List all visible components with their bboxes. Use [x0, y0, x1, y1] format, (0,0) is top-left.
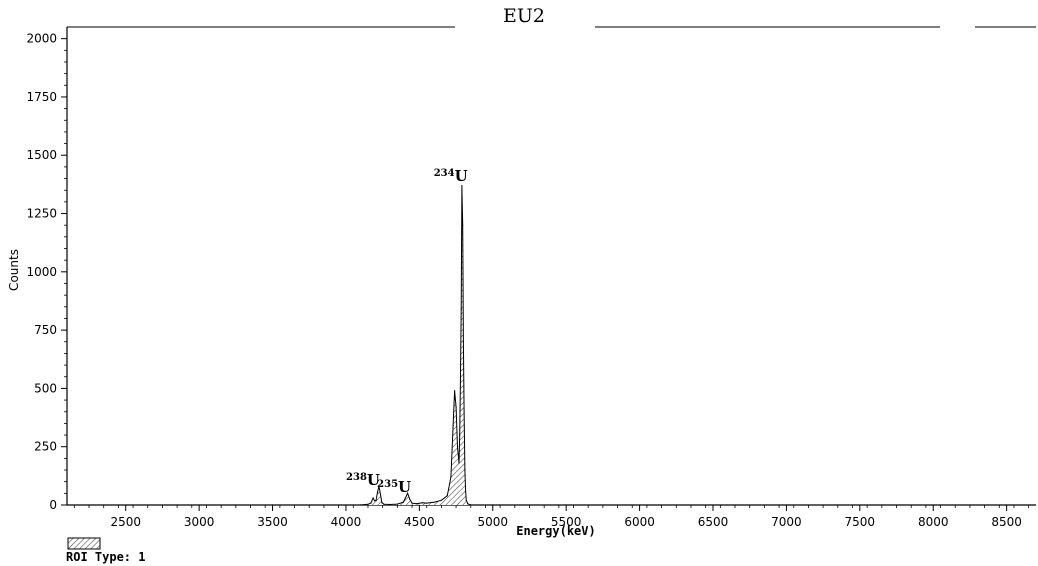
x-tick-label: 8000 — [918, 515, 949, 529]
data-point — [374, 500, 376, 502]
roi-legend: ROI Type: 1 — [66, 537, 145, 564]
data-point — [433, 501, 435, 503]
x-tick-label: 5500 — [551, 515, 582, 529]
x-tick-label: 4000 — [331, 515, 362, 529]
x-tick-label: 6500 — [698, 515, 729, 529]
data-point — [440, 499, 442, 501]
data-point — [450, 476, 452, 478]
data-point — [470, 504, 472, 506]
x-tick-label: 3500 — [257, 515, 288, 529]
x-axis-label: Energy(keV) — [516, 524, 595, 538]
data-point — [455, 406, 457, 408]
roi-swatch — [67, 537, 101, 550]
data-point — [404, 497, 406, 499]
x-tick-label: 3000 — [184, 515, 215, 529]
x-tick-label: 7500 — [845, 515, 876, 529]
x-tick-label: 8500 — [991, 515, 1022, 529]
data-point — [456, 446, 459, 448]
data-point — [454, 390, 456, 392]
data-point — [379, 493, 382, 496]
peak-element: U — [367, 471, 380, 489]
y-tick-label: 2000 — [26, 32, 57, 46]
data-point — [376, 491, 379, 493]
data-point — [458, 462, 460, 464]
y-tick-label: 1500 — [26, 148, 57, 162]
y-axis-label: Counts — [7, 249, 21, 291]
y-tick-label: 1000 — [26, 265, 57, 279]
peak-mass-number: 238 — [346, 472, 367, 483]
peak-label: 235U — [377, 478, 411, 496]
y-tick-label: 250 — [34, 440, 57, 454]
data-point — [459, 373, 462, 375]
peak-element: U — [455, 167, 468, 185]
data-point — [411, 502, 413, 504]
peak-label: 238U — [346, 471, 380, 489]
data-point — [409, 498, 411, 500]
data-point — [370, 502, 372, 504]
data-point — [465, 490, 467, 492]
data-point — [463, 411, 465, 413]
x-tick-label: 7000 — [771, 515, 802, 529]
y-tick-label: 0 — [49, 498, 57, 512]
peak-element: U — [398, 478, 411, 496]
data-point — [396, 503, 398, 505]
data-point — [415, 503, 417, 505]
data-point — [407, 492, 409, 494]
peak-mass-number: 235 — [377, 479, 398, 490]
data-point — [426, 502, 428, 504]
data-point — [381, 502, 383, 504]
spectrum-line — [360, 185, 471, 506]
y-tick-label: 750 — [34, 323, 57, 337]
y-tick-label: 1750 — [26, 90, 57, 104]
data-point — [372, 497, 374, 499]
data-point — [459, 434, 461, 436]
data-point — [402, 501, 404, 503]
data-point — [421, 502, 423, 504]
axis-ticks: 0 250 500 750 1000 1250 1500 1750 2000 2500 3000 35… — [26, 32, 1030, 529]
x-tick-label: 6000 — [624, 515, 655, 529]
spectrum-area — [360, 185, 471, 505]
plot-axes — [66, 26, 1036, 506]
peak-label: 234U — [434, 167, 468, 185]
data-point — [452, 425, 454, 427]
data-point — [464, 469, 466, 471]
data-point — [383, 503, 385, 505]
x-tick-label: 4500 — [404, 515, 435, 529]
chart-title: EU2 — [503, 5, 545, 27]
data-point — [367, 503, 369, 505]
data-point — [460, 308, 462, 310]
data-point — [462, 224, 464, 226]
peak-mass-number: 234 — [434, 168, 455, 179]
data-point — [467, 503, 469, 505]
data-point — [446, 495, 448, 497]
roi-legend-label: ROI Type: 1 — [66, 550, 145, 564]
x-tick-label: 5000 — [477, 515, 508, 529]
data-point — [465, 499, 467, 501]
y-tick-label: 500 — [34, 381, 57, 395]
data-point — [462, 341, 464, 343]
spectrum-series — [360, 185, 472, 506]
data-point — [389, 503, 391, 506]
data-point — [378, 485, 380, 487]
data-point — [461, 185, 463, 187]
data-point — [375, 499, 377, 501]
x-tick-label: 2500 — [110, 515, 141, 529]
y-tick-label: 1250 — [26, 207, 57, 221]
data-point — [360, 504, 362, 506]
